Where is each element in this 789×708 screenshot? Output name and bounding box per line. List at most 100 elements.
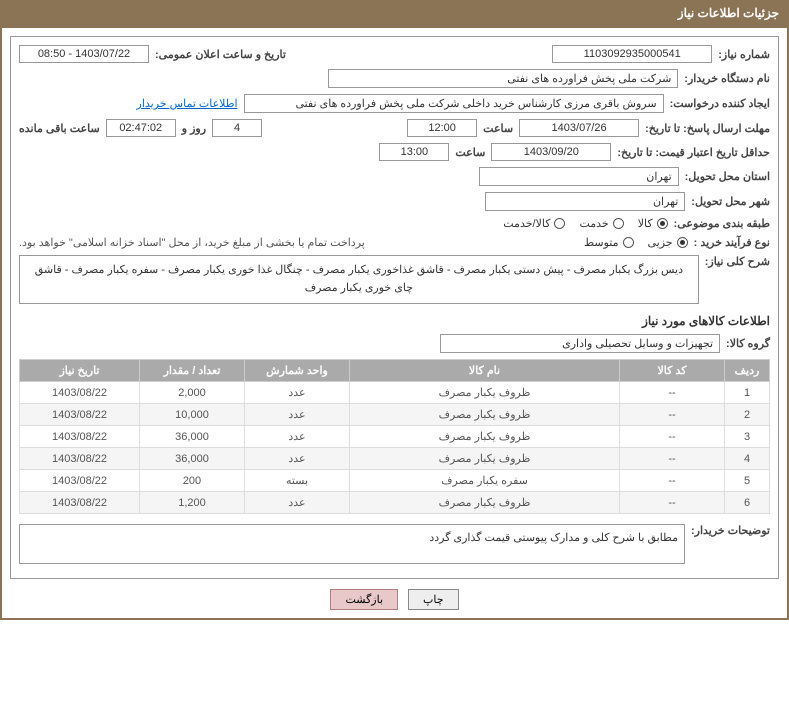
radio-icon (677, 237, 688, 248)
outer-frame: شماره نیاز: 1103092935000541 تاریخ و ساع… (0, 26, 789, 620)
requester-field: سروش باقری مرزی کارشناس خرید داخلی شرکت … (244, 94, 664, 113)
delivery-city-field: تهران (485, 192, 685, 211)
table-row: 1--ظروف یکبار مصرفعدد2,0001403/08/22 (20, 382, 770, 404)
subject-option-0[interactable]: کالا (638, 217, 668, 230)
table-cell: 1403/08/22 (20, 382, 140, 404)
buyer-contact-link[interactable]: اطلاعات تماس خریدار (137, 97, 238, 110)
table-cell: عدد (245, 448, 350, 470)
need-desc-label: شرح کلی نیاز: (705, 255, 770, 268)
requester-label: ایجاد کننده درخواست: (670, 97, 770, 110)
price-time-field: 13:00 (379, 143, 449, 161)
purchase-option-0[interactable]: جزیی (648, 236, 688, 249)
table-cell: 3 (725, 426, 770, 448)
table-cell: 1403/08/22 (20, 404, 140, 426)
response-date-field: 1403/07/26 (519, 119, 639, 137)
table-cell: ظروف یکبار مصرف (350, 404, 620, 426)
radio-label: جزیی (648, 236, 673, 249)
table-cell: 6 (725, 492, 770, 514)
table-cell: -- (620, 404, 725, 426)
table-cell: عدد (245, 426, 350, 448)
radio-label: کالا (638, 217, 653, 230)
radio-label: خدمت (579, 217, 608, 230)
purchase-option-1[interactable]: متوسط (584, 236, 634, 249)
radio-icon (623, 237, 634, 248)
remaining-label: ساعت باقی مانده (19, 122, 100, 135)
table-header: تعداد / مقدار (140, 360, 245, 382)
table-cell: 36,000 (140, 448, 245, 470)
table-cell: ظروف یکبار مصرف (350, 448, 620, 470)
table-cell: 4 (725, 448, 770, 470)
table-cell: عدد (245, 382, 350, 404)
subject-option-2[interactable]: کالا/خدمت (503, 217, 565, 230)
goods-group-label: گروه کالا: (726, 337, 770, 350)
table-cell: -- (620, 470, 725, 492)
radio-label: کالا/خدمت (503, 217, 550, 230)
radio-icon (657, 218, 668, 229)
inner-frame: شماره نیاز: 1103092935000541 تاریخ و ساع… (10, 36, 779, 579)
radio-label: متوسط (584, 236, 619, 249)
table-cell: 1403/08/22 (20, 470, 140, 492)
table-row: 5--سفره یکبار مصرفبسته2001403/08/22 (20, 470, 770, 492)
buyer-org-label: نام دستگاه خریدار: (684, 72, 770, 85)
table-header: تاریخ نیاز (20, 360, 140, 382)
table-cell: 5 (725, 470, 770, 492)
goods-group-field: تجهیزات و وسایل تحصیلی واداری (440, 334, 720, 353)
table-cell: -- (620, 382, 725, 404)
subject-option-1[interactable]: خدمت (579, 217, 623, 230)
table-header: واحد شمارش (245, 360, 350, 382)
buyer-notes-label: توضیحات خریدار: (691, 524, 770, 537)
table-row: 6--ظروف یکبار مصرفعدد1,2001403/08/22 (20, 492, 770, 514)
announce-datetime-field: 1403/07/22 - 08:50 (19, 45, 149, 63)
table-cell: -- (620, 448, 725, 470)
need-number-label: شماره نیاز: (718, 48, 770, 61)
subject-class-label: طبقه بندی موضوعی: (674, 217, 770, 230)
table-header: کد کالا (620, 360, 725, 382)
delivery-province-field: تهران (479, 167, 679, 186)
table-row: 2--ظروف یکبار مصرفعدد10,0001403/08/22 (20, 404, 770, 426)
buyer-notes-box: مطابق با شرح کلی و مدارک پیوستی قیمت گذا… (19, 524, 685, 564)
table-cell: 2,000 (140, 382, 245, 404)
table-cell: 1403/08/22 (20, 448, 140, 470)
purchase-type-label: نوع فرآیند خرید : (694, 236, 770, 249)
table-cell: سفره یکبار مصرف (350, 470, 620, 492)
need-desc-box: دیس بزرگ یکبار مصرف - پیش دستی یکبار مصر… (19, 255, 699, 304)
need-number-field: 1103092935000541 (552, 45, 712, 63)
page-header: جزئیات اطلاعات نیاز (0, 0, 789, 26)
table-cell: 1 (725, 382, 770, 404)
table-cell: 2 (725, 404, 770, 426)
print-button[interactable]: چاپ (408, 589, 459, 610)
delivery-province-label: استان محل تحویل: (685, 170, 770, 183)
response-time-field: 12:00 (407, 119, 477, 137)
treasury-note: پرداخت تمام یا بخشی از مبلغ خرید، از محل… (19, 236, 365, 249)
table-cell: -- (620, 426, 725, 448)
delivery-city-label: شهر محل تحویل: (691, 195, 770, 208)
page-title: جزئیات اطلاعات نیاز (678, 6, 779, 20)
buyer-org-field: شرکت ملی پخش فراورده های نفتی (328, 69, 678, 88)
table-cell: بسته (245, 470, 350, 492)
table-cell: 200 (140, 470, 245, 492)
table-cell: 36,000 (140, 426, 245, 448)
table-cell: ظروف یکبار مصرف (350, 426, 620, 448)
remaining-days-field: 4 (212, 119, 262, 137)
price-validity-label: حداقل تاریخ اعتبار قیمت: تا تاریخ: (617, 146, 770, 159)
table-cell: ظروف یکبار مصرف (350, 382, 620, 404)
table-cell: ظروف یکبار مصرف (350, 492, 620, 514)
table-row: 3--ظروف یکبار مصرفعدد36,0001403/08/22 (20, 426, 770, 448)
table-cell: 10,000 (140, 404, 245, 426)
radio-icon (554, 218, 565, 229)
button-row: چاپ بازگشت (10, 589, 779, 610)
table-cell: عدد (245, 404, 350, 426)
price-date-field: 1403/09/20 (491, 143, 611, 161)
items-table: ردیفکد کالانام کالاواحد شمارشتعداد / مقد… (19, 359, 770, 514)
table-header: نام کالا (350, 360, 620, 382)
table-row: 4--ظروف یکبار مصرفعدد36,0001403/08/22 (20, 448, 770, 470)
response-deadline-label: مهلت ارسال پاسخ: تا تاریخ: (645, 122, 770, 135)
subject-radio-group: کالا خدمت کالا/خدمت (503, 217, 667, 230)
remaining-time-field: 02:47:02 (106, 119, 176, 137)
table-cell: 1403/08/22 (20, 426, 140, 448)
table-header: ردیف (725, 360, 770, 382)
table-cell: 1403/08/22 (20, 492, 140, 514)
radio-icon (613, 218, 624, 229)
return-button[interactable]: بازگشت (330, 589, 398, 610)
table-cell: 1,200 (140, 492, 245, 514)
